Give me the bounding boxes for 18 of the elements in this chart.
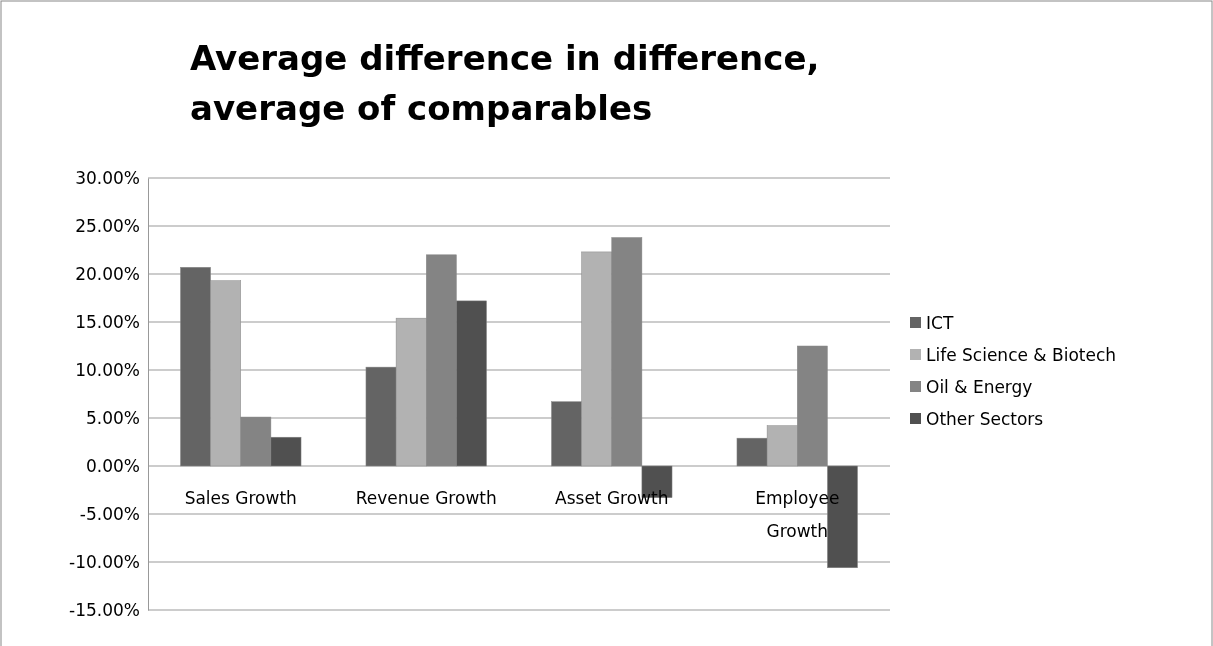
legend-label: ICT: [926, 313, 954, 333]
y-tick-label: -5.00%: [79, 503, 140, 524]
x-tick-label: Revenue Growth: [355, 488, 497, 508]
y-tick-label: 15.00%: [75, 311, 140, 332]
chart-title: Average difference in difference, average of comparables: [190, 38, 820, 128]
y-tick-label: -10.00%: [69, 551, 140, 572]
legend-label: Oil & Energy: [926, 377, 1033, 397]
y-tick-label: 20.00%: [75, 263, 140, 284]
y-tick-label: -15.00%: [69, 599, 140, 620]
y-tick-label: 30.00%: [75, 167, 140, 188]
legend-label: Life Science & Biotech: [926, 345, 1117, 365]
legend-label: Other Sectors: [926, 409, 1044, 429]
x-tick-label: Asset Growth: [555, 488, 669, 508]
y-tick-label: 10.00%: [75, 359, 140, 380]
y-tick-label: 5.00%: [85, 407, 140, 428]
y-tick-label: 0.00%: [85, 455, 140, 476]
x-tick-label: Sales Growth: [184, 488, 297, 508]
y-tick-label: 25.00%: [75, 215, 140, 236]
